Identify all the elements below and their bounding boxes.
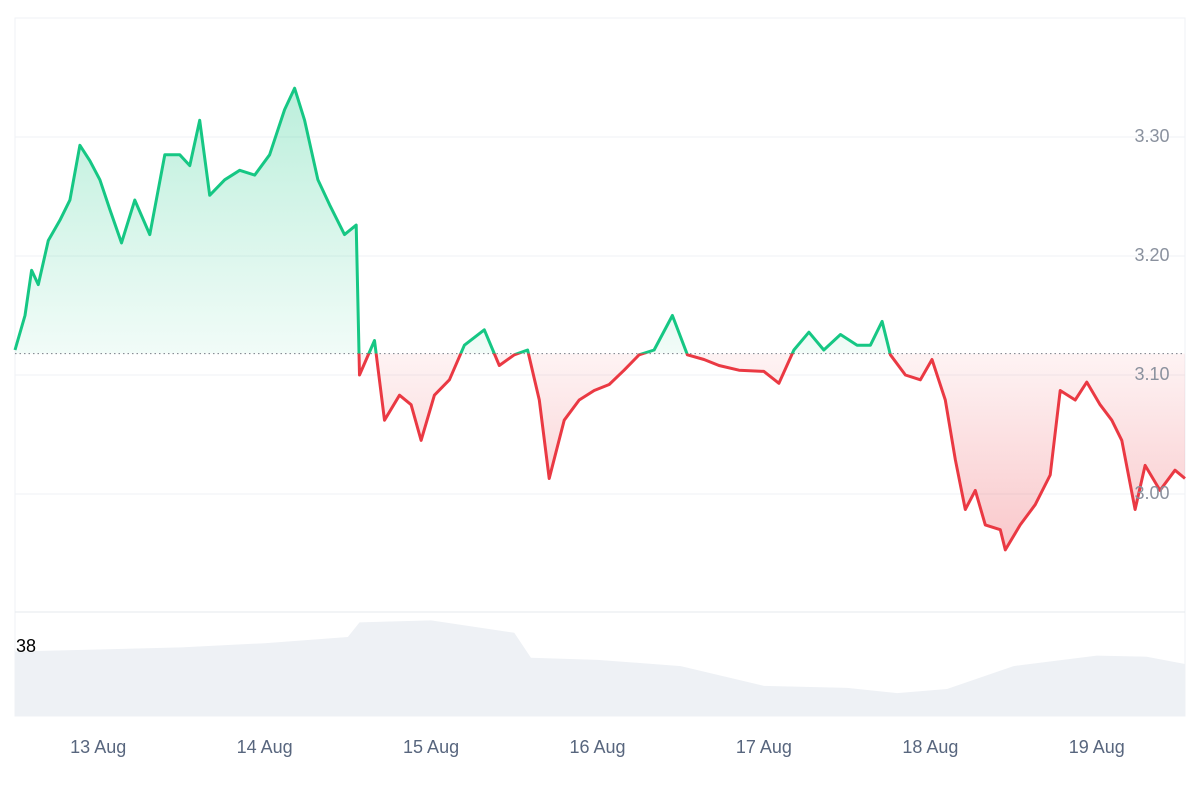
price-line	[13, 86, 1186, 552]
y-tick-label: 3.10	[1134, 364, 1169, 384]
price-area	[15, 88, 1185, 550]
x-tick-label: 13 Aug	[70, 737, 126, 757]
y-tick-label: 3.20	[1134, 245, 1169, 265]
volume-label: 38	[16, 636, 36, 656]
x-tick-label: 18 Aug	[902, 737, 958, 757]
y-tick-label: 3.30	[1134, 126, 1169, 146]
x-tick-label: 16 Aug	[569, 737, 625, 757]
volume-area	[15, 620, 1185, 716]
y-tick-label: 3.00	[1134, 483, 1169, 503]
x-tick-label: 15 Aug	[403, 737, 459, 757]
x-tick-label: 17 Aug	[736, 737, 792, 757]
x-tick-label: 19 Aug	[1069, 737, 1125, 757]
x-tick-label: 14 Aug	[237, 737, 293, 757]
